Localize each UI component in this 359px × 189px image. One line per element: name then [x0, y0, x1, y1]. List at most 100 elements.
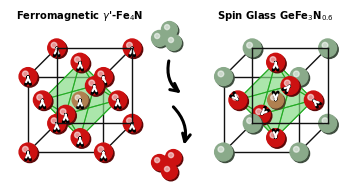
Circle shape — [229, 91, 247, 109]
Circle shape — [216, 69, 234, 87]
Circle shape — [23, 71, 28, 77]
Polygon shape — [238, 86, 290, 138]
Circle shape — [268, 130, 286, 148]
Circle shape — [48, 39, 66, 57]
Circle shape — [75, 132, 80, 138]
Circle shape — [165, 149, 181, 165]
Circle shape — [308, 94, 313, 100]
Circle shape — [75, 95, 87, 107]
Circle shape — [50, 41, 67, 58]
Circle shape — [293, 71, 299, 77]
Circle shape — [306, 93, 324, 111]
Circle shape — [98, 71, 104, 77]
Circle shape — [245, 116, 263, 134]
Circle shape — [37, 94, 43, 100]
Circle shape — [271, 95, 276, 100]
Polygon shape — [80, 86, 118, 138]
Circle shape — [243, 39, 261, 57]
Circle shape — [270, 57, 276, 62]
Circle shape — [155, 33, 160, 39]
Circle shape — [98, 146, 104, 152]
Circle shape — [163, 165, 179, 181]
Circle shape — [167, 151, 183, 167]
Circle shape — [256, 109, 261, 115]
Polygon shape — [238, 62, 276, 114]
Circle shape — [153, 156, 169, 172]
Circle shape — [51, 118, 57, 124]
Circle shape — [218, 71, 224, 77]
Circle shape — [322, 42, 328, 48]
Polygon shape — [276, 62, 313, 100]
Circle shape — [269, 93, 285, 109]
Circle shape — [76, 96, 80, 100]
Circle shape — [94, 143, 112, 161]
Circle shape — [320, 41, 338, 58]
Circle shape — [48, 114, 66, 132]
Circle shape — [319, 114, 337, 132]
Circle shape — [127, 118, 132, 124]
Polygon shape — [42, 100, 80, 138]
Circle shape — [23, 146, 28, 152]
Polygon shape — [261, 100, 313, 138]
Circle shape — [304, 91, 322, 109]
Polygon shape — [66, 100, 118, 138]
Circle shape — [267, 53, 285, 71]
Circle shape — [290, 143, 308, 161]
Circle shape — [268, 92, 284, 108]
Circle shape — [268, 55, 286, 73]
Circle shape — [151, 30, 167, 46]
Circle shape — [252, 105, 270, 123]
Circle shape — [155, 158, 160, 163]
Circle shape — [74, 94, 86, 106]
Circle shape — [127, 42, 132, 48]
Circle shape — [50, 116, 67, 134]
Circle shape — [164, 167, 169, 172]
Circle shape — [165, 34, 181, 50]
Circle shape — [281, 77, 299, 94]
Circle shape — [75, 57, 80, 62]
Circle shape — [21, 145, 38, 163]
Circle shape — [153, 32, 169, 48]
Circle shape — [162, 22, 177, 37]
Circle shape — [89, 80, 95, 86]
Circle shape — [215, 143, 233, 161]
Circle shape — [247, 42, 252, 48]
Polygon shape — [276, 86, 313, 138]
Circle shape — [51, 42, 57, 48]
Circle shape — [96, 69, 114, 87]
Circle shape — [123, 39, 141, 57]
Circle shape — [163, 23, 179, 39]
Circle shape — [267, 129, 285, 147]
Circle shape — [322, 118, 328, 124]
Circle shape — [254, 107, 272, 125]
Circle shape — [168, 153, 173, 158]
Circle shape — [73, 130, 90, 148]
Circle shape — [271, 95, 283, 107]
Circle shape — [168, 37, 173, 43]
Circle shape — [284, 80, 290, 86]
Text: Spin Glass GeFe$_3$N$_{0.6}$: Spin Glass GeFe$_3$N$_{0.6}$ — [217, 9, 334, 23]
Circle shape — [19, 68, 37, 85]
Circle shape — [125, 116, 143, 134]
Circle shape — [292, 69, 309, 87]
Polygon shape — [42, 62, 94, 100]
Polygon shape — [238, 62, 290, 100]
Circle shape — [125, 41, 143, 58]
Circle shape — [111, 93, 129, 111]
Circle shape — [94, 68, 112, 85]
Polygon shape — [80, 62, 118, 100]
Text: Ferromagnetic $\gamma$'-Fe$_4$N: Ferromagnetic $\gamma$'-Fe$_4$N — [17, 9, 144, 23]
Circle shape — [167, 36, 183, 52]
Circle shape — [290, 68, 308, 85]
Polygon shape — [238, 100, 276, 138]
Circle shape — [292, 145, 309, 163]
Circle shape — [109, 91, 127, 109]
Circle shape — [87, 78, 105, 96]
Circle shape — [19, 143, 37, 161]
Circle shape — [73, 55, 90, 73]
Circle shape — [75, 95, 80, 100]
Circle shape — [85, 77, 103, 94]
Circle shape — [319, 39, 337, 57]
Circle shape — [33, 91, 51, 109]
Circle shape — [35, 93, 53, 111]
